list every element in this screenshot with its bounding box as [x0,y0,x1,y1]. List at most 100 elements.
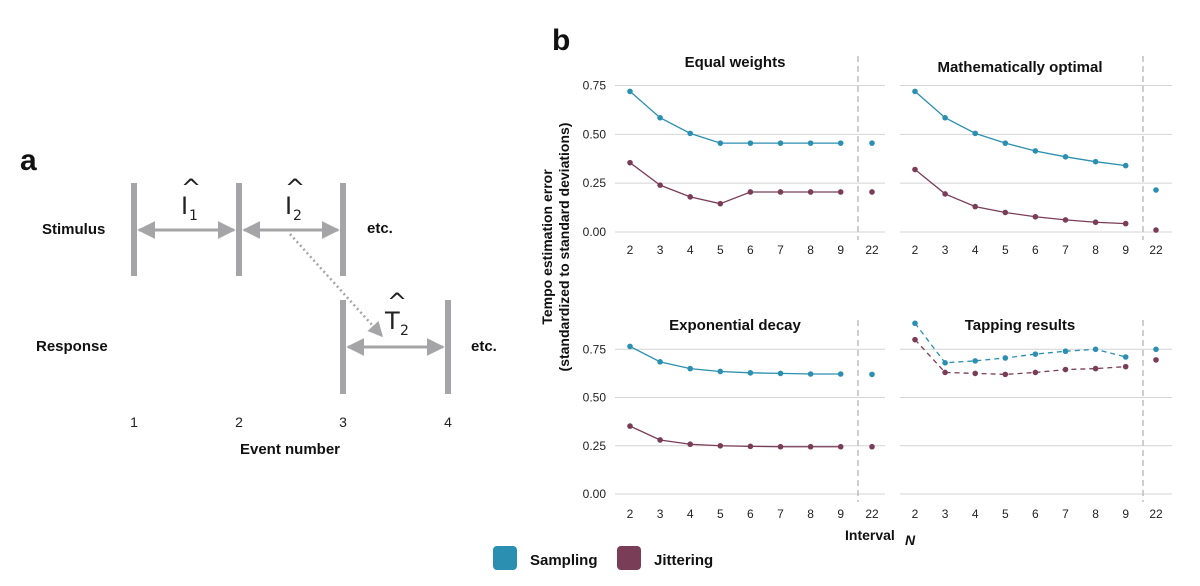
x-tick-label-equal-weights-4: 4 [687,243,694,257]
point-exponential-decay-jittering-22 [869,443,875,450]
x-tick-label-exponential-decay-8: 8 [807,507,814,521]
point-exponential-decay-jittering-8 [807,443,814,450]
x-tick-label-mathematically-optimal-6: 6 [1032,243,1039,257]
x-tick-label-exponential-decay-5: 5 [717,507,724,521]
stimulus-etc-label: etc. [367,220,393,237]
facet-exponential-decay: Exponential decay 0.00 0.25 0.50 0.75 2 3 4 5 6 7 8… [583,317,885,521]
point-exponential-decay-jittering-7 [777,443,784,450]
x-tick-label-tapping-results-22: 22 [1149,507,1163,521]
estimate-2-symbol: T [384,307,400,335]
x-tick-label-mathematically-optimal-3: 3 [942,243,949,257]
point-equal-weights-jittering-9 [837,189,844,195]
facet-mathematically-optimal: Mathematically optimal 2 3 4 5 6 7 8 9 22 [900,56,1172,257]
x-tick-label-mathematically-optimal-8: 8 [1092,243,1099,257]
facet-title-mathematically-optimal: Mathematically optimal [937,59,1102,76]
series-line-equal-weights-sampling [629,90,841,144]
point-tapping-results-sampling-3 [942,360,948,366]
facet-tapping-results: Tapping results 2 3 4 5 6 7 8 9 22 [900,317,1172,521]
x-tick-label-exponential-decay-22: 22 [865,507,879,521]
x-tick-label-exponential-decay-2: 2 [627,507,634,521]
point-exponential-decay-sampling-9 [837,371,844,377]
x-tick-label-exponential-decay-4: 4 [687,507,694,521]
point-equal-weights-jittering-4 [687,194,693,200]
x-tick-label-equal-weights-22: 22 [865,243,879,257]
point-mathematically-optimal-jittering-2 [912,166,918,173]
point-exponential-decay-jittering-9 [837,443,844,450]
point-mathematically-optimal-sampling-2 [912,88,918,95]
point-equal-weights-sampling-7 [777,140,784,146]
legend-swatch-jittering [617,546,641,570]
x-axis-title: Interval N [845,527,916,548]
point-equal-weights-jittering-3 [657,182,663,188]
point-tapping-results-sampling-22 [1153,346,1159,353]
x-tick-label-exponential-decay-3: 3 [657,507,664,521]
facet-title-exponential-decay: Exponential decay [669,317,801,334]
interval-2-label: I ^ 2 [285,174,305,224]
point-equal-weights-jittering-5 [717,200,724,207]
series-line-exponential-decay-jittering [629,425,841,448]
legend-swatch-sampling [493,546,517,570]
point-mathematically-optimal-sampling-6 [1032,148,1039,154]
point-equal-weights-jittering-6 [747,189,754,195]
x-tick-label-equal-weights-3: 3 [657,243,664,257]
point-equal-weights-sampling-8 [807,140,814,146]
point-exponential-decay-jittering-3 [657,437,663,443]
point-mathematically-optimal-sampling-5 [1002,140,1009,146]
x-tick-label-tapping-results-3: 3 [942,507,949,521]
event-number-1: 1 [130,414,138,430]
x-tick-label-exponential-decay-6: 6 [747,507,754,521]
point-exponential-decay-sampling-3 [657,359,663,365]
x-tick-label-equal-weights-5: 5 [717,243,724,257]
point-tapping-results-sampling-2 [912,320,918,327]
point-tapping-results-jittering-7 [1062,366,1069,373]
panel-b: b Tempo estimation error (standardized t… [493,24,1172,570]
panel-b-letter: b [552,24,570,57]
stimulus-row-label: Stimulus [42,221,105,238]
point-exponential-decay-sampling-8 [807,371,814,377]
x-tick-label-tapping-results-4: 4 [972,507,979,521]
point-mathematically-optimal-jittering-5 [1002,209,1009,216]
response-event-bar-4 [445,300,451,394]
point-equal-weights-jittering-2 [627,159,633,166]
interval-1-label: I ^ 1 [181,174,201,224]
point-mathematically-optimal-jittering-22 [1153,227,1159,233]
point-exponential-decay-sampling-5 [717,368,724,375]
point-exponential-decay-sampling-6 [747,370,754,376]
point-equal-weights-jittering-8 [807,189,814,195]
series-line-equal-weights-jittering [629,162,841,205]
point-tapping-results-sampling-6 [1032,351,1039,357]
point-mathematically-optimal-sampling-8 [1092,158,1099,165]
y-axis-title-line1: Tempo estimation error [539,169,555,325]
series-line-mathematically-optimal-jittering [914,169,1126,225]
y-tick-label-equal-weights-3: 0.75 [583,79,607,93]
point-tapping-results-jittering-9 [1122,363,1129,370]
x-tick-label-tapping-results-8: 8 [1092,507,1099,521]
event-number-3: 3 [339,414,347,430]
interval-1-subscript: 1 [189,208,198,224]
x-tick-label-tapping-results-6: 6 [1032,507,1039,521]
interval-2-symbol: I [285,192,292,220]
interval-2-hat: ^ [285,174,305,202]
point-tapping-results-jittering-5 [1002,371,1009,378]
x-tick-label-equal-weights-6: 6 [747,243,754,257]
point-equal-weights-sampling-9 [837,140,844,146]
stimulus-event-bar-1 [131,183,137,276]
x-tick-label-equal-weights-9: 9 [837,243,844,257]
x-tick-label-tapping-results-9: 9 [1122,507,1129,521]
point-equal-weights-sampling-4 [687,130,693,137]
point-mathematically-optimal-sampling-4 [972,130,978,137]
y-tick-label-exponential-decay-1: 0.25 [583,439,607,453]
response-etc-label: etc. [471,338,497,355]
x-tick-label-mathematically-optimal-9: 9 [1122,243,1129,257]
point-tapping-results-sampling-9 [1122,354,1129,360]
point-tapping-results-sampling-8 [1092,346,1099,353]
series-line-tapping-results-sampling [914,322,1126,364]
point-tapping-results-jittering-6 [1032,369,1039,376]
point-exponential-decay-sampling-2 [627,343,633,350]
x-tick-label-tapping-results-2: 2 [912,507,919,521]
event-number-axis-title: Event number [240,441,340,458]
y-tick-label-equal-weights-0: 0.00 [583,225,607,239]
x-tick-label-tapping-results-5: 5 [1002,507,1009,521]
point-equal-weights-sampling-3 [657,114,663,121]
mapping-dotted-arrow [289,233,384,338]
